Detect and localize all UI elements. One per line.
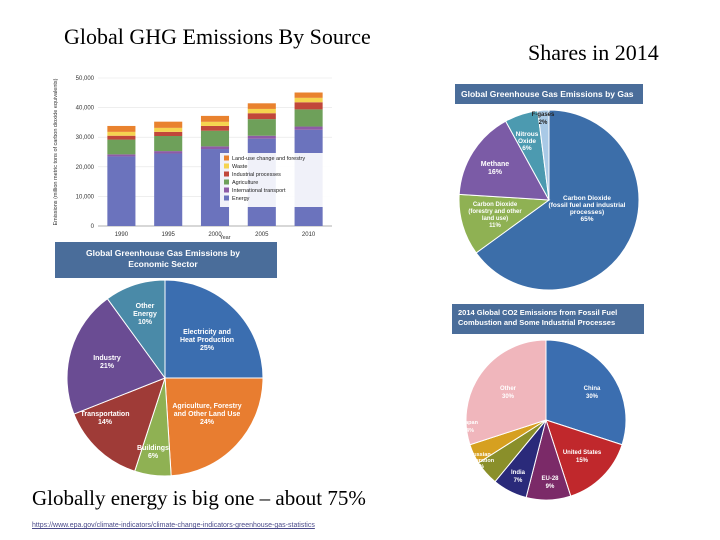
pie-label-nitrous-oxide: Nitrous Oxide 6% xyxy=(516,131,539,152)
y-tick-label: 0 xyxy=(91,224,95,230)
country-chart-title: 2014 Global CO2 Emissions from Fossil Fu… xyxy=(458,308,618,327)
x-axis-label: Year xyxy=(219,235,230,240)
bar-segment-international-transport xyxy=(107,154,136,157)
pie-slice-methane xyxy=(458,120,550,201)
bar-segment-land-use-change-and-forestry xyxy=(107,125,136,132)
pie-slice-other-energy xyxy=(106,279,166,380)
gas-pie-panel: Global Greenhouse Gas Emissions by Gas C… xyxy=(455,84,643,294)
pie-slice-agriculture-forestry-and-other-land-use xyxy=(164,377,264,477)
y-tick-label: 30,000 xyxy=(76,135,95,141)
pie-label-russian-federation: Russian Federation 5% xyxy=(466,452,495,470)
pie-label-carbon-dioxide-forestry-and-other-land-use: Carbon Dioxide (forestry and other land us… xyxy=(468,202,522,229)
bar-segment-industrial-processes xyxy=(154,131,183,137)
caption: Globally energy is big one – about 75% xyxy=(32,486,366,510)
bar-segment-energy xyxy=(107,156,136,226)
sector-pie-chart: Electricity and Heat Production 25% Agricul… xyxy=(66,279,264,477)
pie-label-methane: Methane 16% xyxy=(481,161,510,176)
pie-label-japan: Japan 4% xyxy=(462,420,479,434)
stacked-bar-chart: Emissions (million metric tons of carbon… xyxy=(53,76,338,240)
y-tick-label: 50,000 xyxy=(76,76,95,82)
bar-segment-agriculture xyxy=(154,136,183,152)
pie-label-other-energy: Other Energy 10% xyxy=(133,303,157,326)
bar-segment-waste xyxy=(107,131,136,136)
pie-label-china: China 30% xyxy=(584,386,601,400)
legend-label-industrial-processes: Industrial processes xyxy=(232,172,281,178)
pie-slice-other xyxy=(465,339,547,446)
bar-segment-agriculture xyxy=(294,109,323,127)
bar-segment-energy xyxy=(154,153,183,226)
pie-label-other: Other 30% xyxy=(500,386,517,400)
legend-label-waste: Waste xyxy=(232,164,247,170)
bar-segment-land-use-change-and-forestry xyxy=(247,103,276,109)
bar-segment-waste xyxy=(154,127,183,132)
y-tick-label: 10,000 xyxy=(76,194,95,200)
legend-swatch-land-use-change-and-forestry xyxy=(224,155,229,161)
bar-segment-international-transport xyxy=(154,151,183,154)
sector-pie-panel: Global Greenhouse Gas Emissions by Econo… xyxy=(55,242,277,482)
legend-label-energy: Energy xyxy=(232,196,250,202)
x-tick-label: 2010 xyxy=(302,232,316,238)
legend-swatch-industrial-processes xyxy=(224,171,229,177)
pie-label-india: India 7% xyxy=(511,470,526,484)
stacked-bar-panel: Emissions (million metric tons of carbon… xyxy=(48,68,340,240)
y-tick-label: 40,000 xyxy=(76,106,95,112)
country-pie-panel: 2014 Global CO2 Emissions from Fossil Fu… xyxy=(452,304,644,504)
pie-label-electricity-and-heat-production: Electricity and Heat Production 25% xyxy=(180,329,234,352)
bar-segment-land-use-change-and-forestry xyxy=(154,121,183,128)
gas-chart-title: Global Greenhouse Gas Emissions by Gas xyxy=(461,89,634,99)
pie-slice-industry xyxy=(66,298,166,415)
pie-label-transportation: Transportation 14% xyxy=(80,411,129,426)
sector-chart-header xyxy=(55,242,277,278)
legend-label-land-use-change-and-forestry: Land-use change and forestry xyxy=(232,156,305,162)
legend-label-agriculture: Agriculture xyxy=(232,180,258,186)
country-chart-header xyxy=(452,304,644,334)
pie-label-buildings: Buildings 6% xyxy=(137,445,169,460)
x-tick-label: 1995 xyxy=(162,232,176,238)
bar-segment-waste xyxy=(200,121,230,126)
bar-segment-agriculture xyxy=(247,119,276,136)
pie-slice-f-gases xyxy=(537,109,550,201)
pie-label-carbon-dioxide-fossil-fuel-and-industrial-processes: Carbon Dioxide (fossil fuel and industria… xyxy=(549,195,626,223)
bar-segment-land-use-change-and-forestry xyxy=(294,92,323,98)
slide-subtitle: Shares in 2014 xyxy=(528,40,659,65)
bar-segment-agriculture xyxy=(200,130,230,147)
y-tick-label: 20,000 xyxy=(76,165,95,171)
legend-swatch-energy xyxy=(224,195,229,201)
y-axis-label: Emissions (million metric tons of carbon… xyxy=(53,78,59,225)
bar-segment-international-transport xyxy=(247,135,276,139)
bar-segment-industrial-processes xyxy=(107,135,136,140)
legend-label-international-transport: International transport xyxy=(232,188,286,194)
bar-segment-international-transport xyxy=(294,126,323,130)
bar-segment-waste xyxy=(294,97,323,103)
x-tick-label: 2005 xyxy=(255,232,269,238)
bar-segment-land-use-change-and-forestry xyxy=(200,115,230,122)
source-link[interactable]: https://www.epa.gov/climate-indicators/c… xyxy=(32,522,315,529)
bar-segment-waste xyxy=(247,108,276,114)
bar-segment-industrial-processes xyxy=(294,102,323,110)
bar-segment-industrial-processes xyxy=(247,113,276,120)
x-tick-label: 2000 xyxy=(208,232,222,238)
pie-label-united-states: United States 15% xyxy=(563,450,602,464)
pie-label-f-gases: F-gases 2% xyxy=(532,112,555,126)
pie-slice-electricity-and-heat-production xyxy=(164,279,264,379)
x-tick-label: 1990 xyxy=(115,232,129,238)
slide-title: Global GHG Emissions By Source xyxy=(64,24,371,49)
bar-segment-international-transport xyxy=(200,146,230,150)
gas-chart-header xyxy=(455,84,643,104)
bar-segment-industrial-processes xyxy=(200,125,230,131)
gas-pie-chart: Carbon Dioxide (fossil fuel and industria… xyxy=(458,109,640,291)
legend-box xyxy=(220,153,338,207)
legend-swatch-agriculture xyxy=(224,179,229,185)
legend-swatch-international-transport xyxy=(224,187,229,193)
bar-segment-agriculture xyxy=(107,139,136,155)
legend-swatch-waste xyxy=(224,163,229,169)
pie-slice-china xyxy=(545,339,627,446)
sector-chart-title: Global Greenhouse Gas Emissions by Econo… xyxy=(86,248,240,269)
pie-label-eu-28: EU-28 9% xyxy=(541,476,559,490)
pie-slice-transportation xyxy=(73,377,166,472)
pie-slice-carbon-dioxide-fossil-fuel-and-industrial-processes xyxy=(475,109,640,291)
pie-label-agriculture-forestry-and-other-land-use: Agriculture, Forestry and Other Land Use 2… xyxy=(172,403,241,426)
pie-label-industry: Industry 21% xyxy=(93,355,121,370)
country-pie-chart: China 30% United States 15% EU-28 9% India 7% Ru… xyxy=(462,339,627,501)
